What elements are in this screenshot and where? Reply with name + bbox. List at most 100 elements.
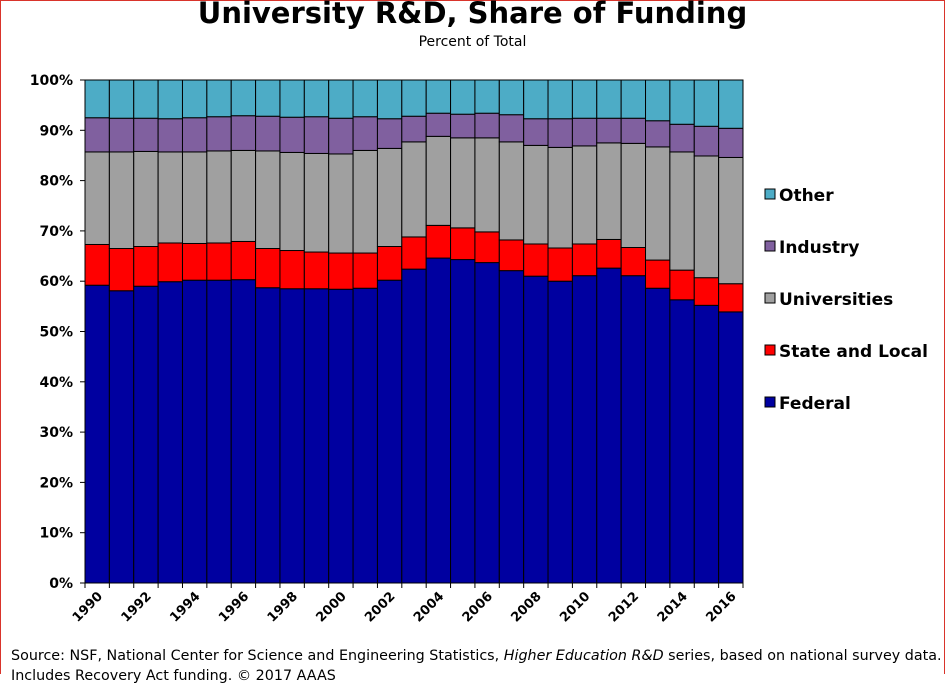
bar-state-and-local-1993 xyxy=(157,242,183,283)
bar-industry-2003 xyxy=(401,115,427,143)
bar-industry-2004 xyxy=(425,112,452,137)
bar-universities-2013 xyxy=(645,146,671,261)
bar-other-2013 xyxy=(645,79,671,122)
legend-label-federal: Federal xyxy=(779,394,851,414)
x-tick-label: 1994 xyxy=(167,589,203,625)
bar-other-1990 xyxy=(84,79,110,119)
bar-federal-2010 xyxy=(571,275,598,584)
bar-state-and-local-1998 xyxy=(279,250,305,290)
x-tick-label: 2014 xyxy=(655,589,691,625)
bar-universities-2007 xyxy=(498,141,525,241)
bar-federal-1993 xyxy=(157,281,183,584)
bar-federal-2003 xyxy=(401,268,427,584)
legend-swatch-state-and-local xyxy=(764,344,776,356)
bar-universities-2010 xyxy=(571,145,598,245)
bar-universities-2006 xyxy=(474,137,500,233)
bar-federal-1999 xyxy=(303,288,330,584)
bar-universities-1992 xyxy=(133,150,159,247)
bar-federal-2004 xyxy=(425,257,452,584)
bar-industry-2010 xyxy=(571,117,598,147)
bar-universities-2011 xyxy=(596,142,622,240)
stacked-bar-chart: 0% 10% 20% 30% 40% 50% 60% 70% 80% 90% 100% 1990 199… xyxy=(30,73,928,625)
bar-federal-2000 xyxy=(328,288,354,584)
bar-industry-1999 xyxy=(303,116,330,154)
bar-industry-2011 xyxy=(596,117,622,144)
bar-state-and-local-1997 xyxy=(255,248,281,289)
bar-state-and-local-2010 xyxy=(571,243,598,277)
source-line-2: Includes Recovery Act funding. © 2017 AA… xyxy=(11,668,336,684)
y-tick-label: 20% xyxy=(39,475,73,491)
bar-federal-2002 xyxy=(376,279,403,584)
bar-industry-1994 xyxy=(181,117,208,153)
bar-federal-2015 xyxy=(693,304,720,584)
y-tick-label: 80% xyxy=(39,174,73,190)
legend-label-state-and-local: State and Local xyxy=(779,342,928,362)
x-tick-label: 2006 xyxy=(460,589,496,625)
bar-universities-1995 xyxy=(206,150,232,244)
legend-swatch-industry xyxy=(764,240,776,252)
bar-universities-1997 xyxy=(255,150,281,249)
bar-universities-2014 xyxy=(669,151,695,271)
y-tick-label: 40% xyxy=(39,375,73,391)
bar-state-and-local-2006 xyxy=(474,231,500,264)
bar-universities-1998 xyxy=(279,151,305,252)
bar-state-and-local-2008 xyxy=(523,243,549,277)
bar-industry-1995 xyxy=(206,116,232,152)
legend-swatch-federal xyxy=(764,396,776,408)
y-tick-label: 100% xyxy=(30,73,73,89)
bar-state-and-local-2013 xyxy=(645,259,671,289)
bar-federal-2013 xyxy=(645,287,671,584)
bar-state-and-local-2015 xyxy=(693,277,720,306)
bar-universities-2005 xyxy=(450,137,476,229)
bar-federal-1997 xyxy=(255,287,281,584)
bar-industry-1992 xyxy=(133,117,159,152)
x-tick-label: 2016 xyxy=(703,589,739,625)
bar-state-and-local-1996 xyxy=(230,240,257,281)
y-tick-label: 90% xyxy=(39,123,73,139)
bar-federal-1990 xyxy=(84,284,110,584)
bar-state-and-local-2001 xyxy=(352,252,378,289)
bar-state-and-local-2011 xyxy=(596,238,622,269)
source-series-name: Higher Education R&D xyxy=(503,648,664,664)
bar-other-2000 xyxy=(328,79,354,119)
bar-industry-2013 xyxy=(645,120,671,148)
bar-other-1994 xyxy=(181,79,208,119)
bar-state-and-local-1999 xyxy=(303,251,330,290)
bar-industry-2001 xyxy=(352,116,378,151)
bar-other-2014 xyxy=(669,79,695,125)
bar-state-and-local-2005 xyxy=(450,227,476,261)
bar-state-and-local-1990 xyxy=(84,243,110,286)
bar-industry-2002 xyxy=(376,118,403,149)
bar-universities-1999 xyxy=(303,152,330,253)
bar-state-and-local-2012 xyxy=(620,247,647,277)
bar-federal-2009 xyxy=(547,280,573,584)
bar-state-and-local-1991 xyxy=(108,248,135,292)
bar-industry-2014 xyxy=(669,123,695,153)
bar-other-2002 xyxy=(376,79,403,120)
legend-swatch-other xyxy=(764,188,776,200)
bar-state-and-local-2003 xyxy=(401,236,427,270)
x-tick-label: 2002 xyxy=(362,589,398,625)
bar-other-2007 xyxy=(498,79,525,116)
x-tick-label: 2000 xyxy=(314,589,350,625)
bar-state-and-local-2009 xyxy=(547,247,573,282)
chart-title: University R&D, Share of Funding xyxy=(197,0,748,30)
bar-universities-2016 xyxy=(718,156,744,285)
bar-universities-1991 xyxy=(108,151,135,250)
bar-state-and-local-2002 xyxy=(376,245,403,281)
bar-universities-1993 xyxy=(157,151,183,244)
legend-label-other: Other xyxy=(779,186,834,206)
source-note: Source: NSF, National Center for Science… xyxy=(11,646,942,686)
x-tick-label: 1992 xyxy=(119,589,155,625)
bar-other-1992 xyxy=(133,79,159,119)
bar-state-and-local-1994 xyxy=(181,242,208,281)
y-tick-label: 60% xyxy=(39,274,73,290)
x-tick-label: 2010 xyxy=(557,589,593,625)
bar-other-2008 xyxy=(523,79,549,120)
bar-other-1996 xyxy=(230,79,257,117)
bar-state-and-local-2007 xyxy=(498,239,525,272)
bar-federal-1992 xyxy=(133,285,159,584)
bar-other-1998 xyxy=(279,79,305,118)
bar-other-2005 xyxy=(450,79,476,115)
bar-universities-2000 xyxy=(328,153,354,254)
